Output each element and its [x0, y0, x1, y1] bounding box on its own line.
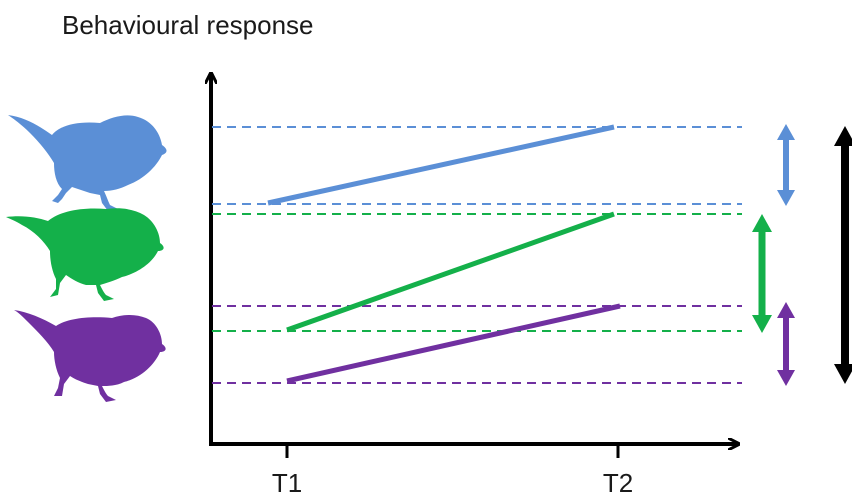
- blue-response-line: [267, 124, 615, 206]
- purple-response-line: [286, 303, 621, 384]
- y-axis-label: Behavioural response: [62, 10, 314, 40]
- bird-purple-icon: [14, 310, 166, 402]
- purple-range-double-arrow-icon: [777, 302, 795, 386]
- total-range-double-arrow-icon: [834, 126, 852, 384]
- x-tick-label-t1: T1: [272, 468, 302, 498]
- green-response-line: [286, 211, 615, 333]
- green-range-double-arrow-icon: [752, 214, 772, 333]
- bird-green-icon: [6, 208, 164, 301]
- bird-blue-icon: [8, 115, 167, 211]
- x-tick-label-t2: T2: [603, 468, 633, 498]
- blue-range-double-arrow-icon: [777, 124, 795, 206]
